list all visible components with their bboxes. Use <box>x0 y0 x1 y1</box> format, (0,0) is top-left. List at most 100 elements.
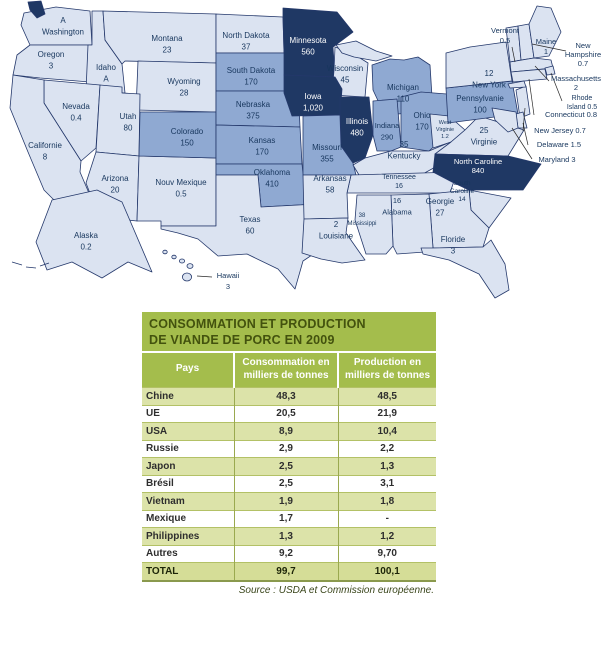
cell-pays: TOTAL <box>142 562 234 582</box>
state-label-south_dakota: South Dakota <box>227 66 276 75</box>
state-label-arkansas: 58 <box>326 186 335 195</box>
state-label-alaska: 0.2 <box>80 243 92 252</box>
state-florida <box>420 239 510 299</box>
col-header-pays: Pays <box>142 351 234 388</box>
state-label-west_virginia: Virginie <box>436 127 454 133</box>
state-label-rhode_island: Island 0.5 <box>567 104 597 111</box>
cell-production: 9,70 <box>337 544 436 563</box>
state-label-arkansas: Arkansas <box>313 174 346 183</box>
state-label-hawaii: 3 <box>226 282 230 291</box>
source-note: Source : USDA et Commission européenne. <box>238 584 434 596</box>
long-island <box>507 80 527 89</box>
new-hampshire-leader <box>531 43 567 52</box>
state-label-alaska: Alaska <box>74 231 99 240</box>
cell-pays: Chine <box>142 387 234 405</box>
state-label-delaware: Delaware 1.5 <box>537 140 581 149</box>
state-washington <box>20 6 93 46</box>
cell-production: 48,5 <box>337 387 436 405</box>
callout-leader-lines <box>196 43 567 278</box>
cell-production: 100,1 <box>337 562 436 582</box>
state-label-oklahoma: 410 <box>265 180 279 189</box>
state-label-indiana: 290 <box>381 133 394 142</box>
state-label-illinois: Illinois <box>346 117 368 126</box>
state-label-missouri: Missouri <box>312 143 342 152</box>
state-label-minnesota: Minnesota <box>290 36 327 45</box>
table-row: Vietnam 1,9 1,8 <box>142 492 436 510</box>
data-table: Pays Consommation en milliers de tonnes … <box>142 351 436 582</box>
cell-consommation: 1,3 <box>233 527 338 545</box>
state-label-arizona: Arizona <box>101 174 129 183</box>
table-row: Japon 2,5 1,3 <box>142 457 436 475</box>
state-label-kansas: 170 <box>255 148 269 157</box>
state-label-tennessee: Tennessee <box>382 174 416 181</box>
state-label-south_carolina: Caroline <box>450 188 475 195</box>
vermont-leader <box>511 46 516 63</box>
state-new_york <box>445 41 513 89</box>
state-massachusetts <box>509 57 554 73</box>
cell-consommation: 48,3 <box>233 387 338 405</box>
cell-production: 1,2 <box>337 527 436 545</box>
state-label-rhode_island: Rhode <box>572 95 593 102</box>
rhode-island-leader <box>550 72 563 102</box>
hawaii-islands <box>162 249 194 282</box>
state-label-new_mexico: Nouv Mexique <box>155 178 207 187</box>
state-label-oklahoma: Oklahoma <box>254 168 291 177</box>
delaware-leader <box>522 122 529 146</box>
aleutian-islands <box>11 261 50 269</box>
state-label-utah: Utah <box>120 112 137 121</box>
state-label-wisconsin: Wisconsin <box>327 64 363 73</box>
state-label-kentucky: 35 <box>400 140 409 149</box>
state-label-texas: 60 <box>246 227 255 236</box>
state-label-massachusetts: Massachusetts <box>551 74 601 83</box>
table-row: USA 8,9 10,4 <box>142 422 436 440</box>
state-label-new_york: New York <box>472 81 507 90</box>
state-label-illinois: 480 <box>350 129 364 138</box>
state-label-california: 8 <box>43 153 48 162</box>
state-label-wyoming: 28 <box>180 89 189 98</box>
state-label-new_york: 12 <box>485 69 494 78</box>
table-row: Autres 9,2 9,70 <box>142 544 436 563</box>
state-label-new_hampshire: New <box>575 41 591 50</box>
state-label-maine: Maine <box>536 37 556 46</box>
state-label-minnesota: 560 <box>301 48 315 57</box>
state-label-ohio: 170 <box>415 123 429 132</box>
col-header-consommation: Consommation en milliers de tonnes <box>233 351 338 388</box>
table-row: Chine 48,3 48,5 <box>142 387 436 405</box>
state-label-wisconsin: 45 <box>341 76 350 85</box>
state-label-new_mexico: 0.5 <box>175 190 187 199</box>
state-mississippi <box>354 194 394 255</box>
state-label-idaho: Idaho <box>96 63 117 72</box>
cell-consommation: 2,5 <box>233 474 338 493</box>
state-label-south_dakota: 170 <box>244 78 258 87</box>
state-label-new_hampshire: Hampshire <box>565 50 601 59</box>
state-label-georgia: 27 <box>436 209 445 218</box>
state-label-louisiana: 2 <box>334 220 339 229</box>
state-label-pennsylvania: Pennsylvanie <box>456 94 504 103</box>
state-label-nebraska: 375 <box>246 112 260 121</box>
state-label-mississippi: 38 <box>359 213 366 219</box>
cell-consommation: 2,5 <box>233 457 338 475</box>
state-label-wyoming: Wyoming <box>167 77 200 86</box>
state-label-north_dakota: 37 <box>242 43 251 52</box>
state-label-south_carolina: South <box>454 180 471 187</box>
state-label-iowa: 1,020 <box>303 104 324 113</box>
state-label-nevada: 0.4 <box>70 114 82 123</box>
state-label-kentucky: Kentucky <box>388 152 421 161</box>
cell-pays: Vietnam <box>142 492 234 510</box>
pork-consumption-production-table: CONSOMMATION ET PRODUCTION DE VIANDE DE … <box>142 312 436 596</box>
state-label-missouri: 355 <box>320 155 334 164</box>
cell-consommation: 9,2 <box>233 544 338 563</box>
cell-pays: Japon <box>142 457 234 475</box>
maryland-leader <box>511 127 533 160</box>
state-label-texas: Texas <box>240 215 261 224</box>
state-label-kansas: Kansas <box>249 136 276 145</box>
state-label-vermont: Vermont <box>491 26 520 35</box>
cell-production: 21,9 <box>337 404 436 423</box>
cell-consommation: 20,5 <box>233 404 338 423</box>
table-row: Brésil 2,5 3,1 <box>142 474 436 493</box>
state-rhode_island <box>544 65 556 76</box>
state-label-west_virginia: West <box>439 120 452 126</box>
state-label-maryland: Maryland 3 <box>538 155 575 164</box>
state-label-new_jersey: New Jersey 0.7 <box>534 126 586 135</box>
puget-sound-coast <box>27 0 46 19</box>
